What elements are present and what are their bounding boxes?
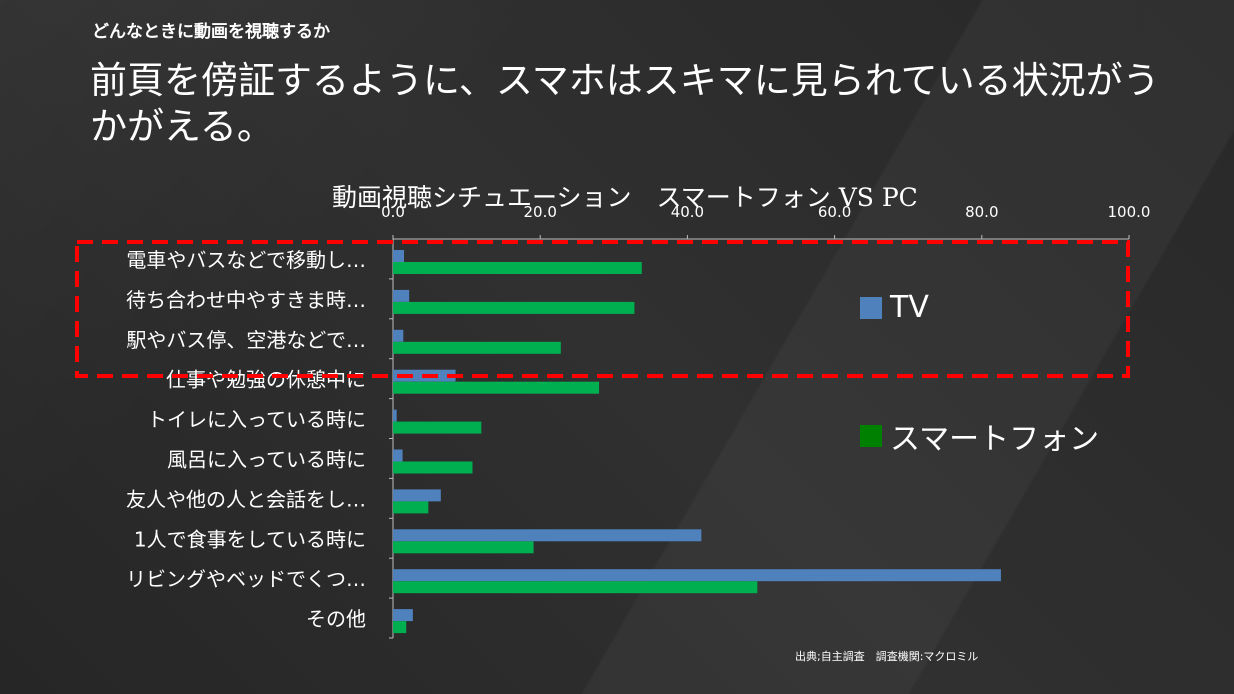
slide-headline: 前頁を傍証するように、スマホはスキマに見られている状況がうかがえる。 xyxy=(90,59,1160,148)
slide-subtitle: どんなときに動画を視聴するか xyxy=(92,22,330,42)
category-label: その他 xyxy=(306,607,366,631)
bar-smartphone xyxy=(393,461,473,474)
bar-tv xyxy=(393,609,413,622)
x-tick-label: 0.0 xyxy=(381,203,405,221)
legend-swatch-tv xyxy=(860,296,882,319)
x-tick-label: 40.0 xyxy=(671,203,704,221)
legend-label-tv: TV xyxy=(890,290,929,325)
source-note: 出典;自主調査 調査機関:マクロミル xyxy=(795,650,979,663)
bar-smartphone xyxy=(393,262,642,274)
legend-item-tv: TV xyxy=(860,290,929,325)
bar-smartphone xyxy=(393,621,407,634)
category-label: リビングやベッドでくつ… xyxy=(126,567,366,591)
category-label: 1人で食事をしている時に xyxy=(134,527,366,551)
bar-tv xyxy=(393,449,403,462)
x-tick-label: 20.0 xyxy=(523,203,556,221)
bar-smartphone xyxy=(393,421,482,434)
category-label: 待ち合わせ中やすきま時… xyxy=(126,288,366,312)
bar-smartphone xyxy=(393,341,561,354)
x-tick-label: 60.0 xyxy=(818,203,851,221)
legend-swatch-smartphone xyxy=(860,425,882,447)
bar-smartphone xyxy=(393,381,600,394)
category-label: トイレに入っている時に xyxy=(147,408,366,432)
category-label: 風呂に入っている時に xyxy=(167,448,366,472)
x-tick-label: 80.0 xyxy=(965,203,998,221)
chart-title: 動画視聴シチュエーション スマートフォン VS PC xyxy=(332,183,918,212)
bar-smartphone xyxy=(393,301,635,314)
bar-tv xyxy=(393,489,441,502)
highlight-box xyxy=(75,240,1130,378)
category-label: 駅やバス停、空港などで… xyxy=(126,328,366,352)
bar-smartphone xyxy=(393,541,534,554)
bar-smartphone xyxy=(393,581,758,594)
legend-label-smartphone: スマートフォン xyxy=(890,422,1100,457)
bar-tv xyxy=(393,329,404,342)
bar-tv xyxy=(393,569,1001,582)
x-tick-label: 100.0 xyxy=(1108,203,1151,221)
category-label: 電車やバスなどで移動し… xyxy=(126,248,366,272)
legend-item-smartphone: スマートフォン xyxy=(860,414,1099,458)
category-label: 仕事や勉強の休憩中に xyxy=(166,368,366,392)
bar-tv xyxy=(393,250,405,262)
bar-tv xyxy=(393,409,397,422)
bar-tv xyxy=(393,529,702,542)
bar-tv xyxy=(393,289,410,302)
bar-smartphone xyxy=(393,501,429,514)
category-label: 友人や他の人と会話をし… xyxy=(126,487,366,511)
